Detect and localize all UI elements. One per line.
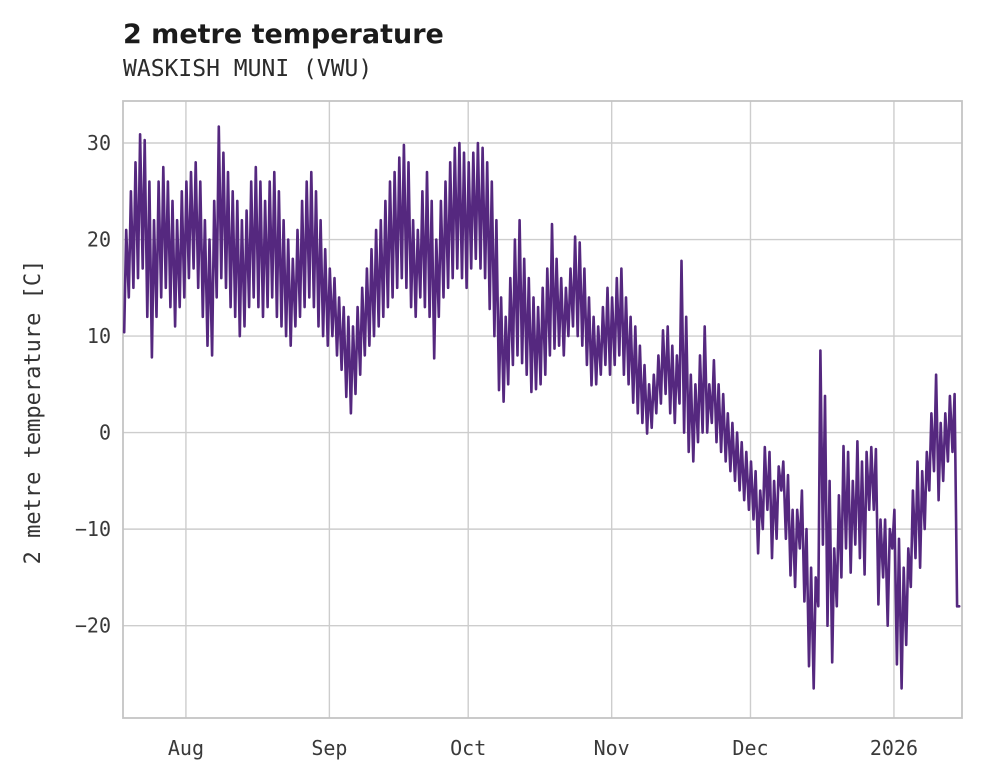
x-tick-label: Sep xyxy=(311,736,347,760)
temperature-line-layer xyxy=(122,125,961,690)
x-tick-label: 2026 xyxy=(870,736,918,760)
x-tick-label: Dec xyxy=(732,736,768,760)
x-tick-label: Nov xyxy=(594,736,630,760)
y-tick-label: 0 xyxy=(99,421,111,445)
y-tick-label: −20 xyxy=(75,614,111,638)
y-tick-label: 20 xyxy=(87,228,111,252)
y-tick-label: −10 xyxy=(75,517,111,541)
chart-title: 2 metre temperature xyxy=(123,19,444,50)
plot-border xyxy=(122,100,963,719)
temperature-line xyxy=(122,125,961,690)
plot-border-rect xyxy=(122,100,963,719)
x-tick-label: Aug xyxy=(168,736,204,760)
chart-subtitle: WASKISH MUNI (VWU) xyxy=(123,56,372,82)
y-tick-label: 10 xyxy=(87,324,111,348)
axis-tick-labels: 30 20 10 0 −10 −20 Aug Sep Oct Nov Dec 2026 xyxy=(75,131,918,760)
x-tick-label: Oct xyxy=(450,736,486,760)
y-axis-label: 2 metre temperature [C] xyxy=(21,260,46,565)
y-tick-label: 30 xyxy=(87,131,111,155)
gridlines xyxy=(123,101,962,718)
